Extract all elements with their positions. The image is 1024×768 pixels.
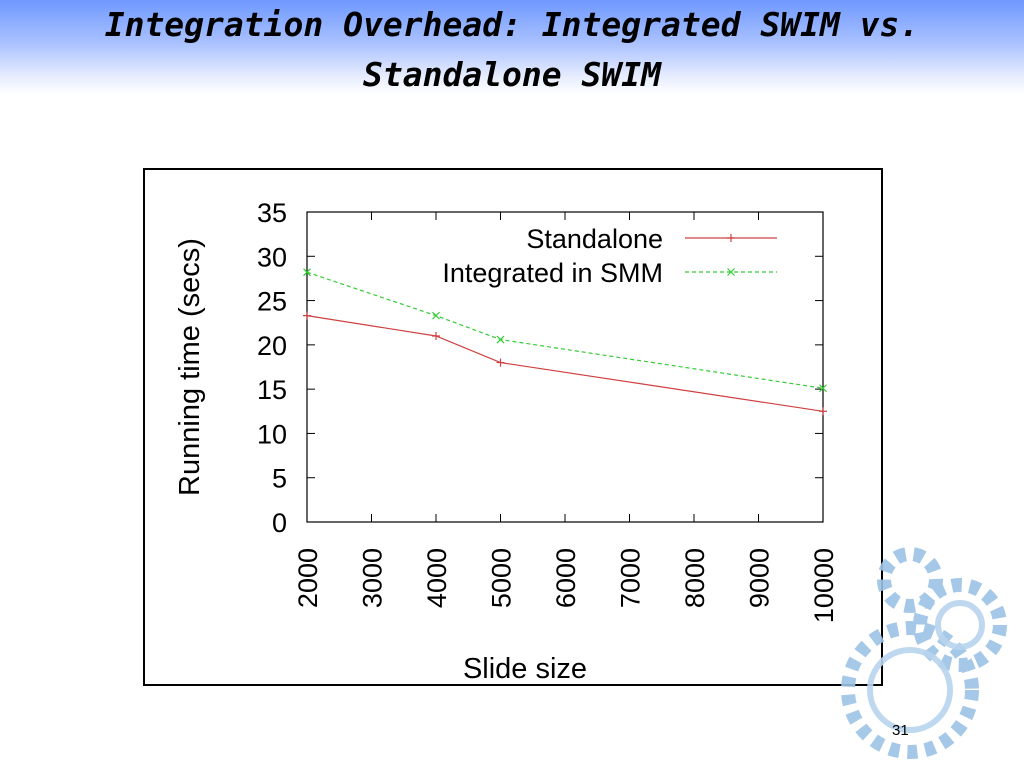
line-chart: 0 5 10 15 20 25 30 35 2000 3000 4000 5000 6000 7000 80…: [174, 198, 839, 684]
legend-label: Integrated in SMM: [442, 258, 663, 288]
gear-logo-icon: [841, 547, 1007, 759]
series-line-integrated: [306, 271, 824, 389]
x-tick-label: 8000: [680, 548, 710, 608]
page-number: 31: [892, 722, 909, 739]
x-axis-label: Slide size: [463, 653, 587, 684]
x-tick-label: 6000: [551, 548, 581, 608]
data-point-integrated: [432, 311, 440, 320]
x-tick-label: 9000: [745, 548, 775, 608]
y-tick-label: 35: [257, 198, 287, 228]
chart-frame: 0 5 10 15 20 25 30 35 2000 3000 4000 5000 6000 7000 80…: [143, 168, 883, 686]
data-point-standalone: [496, 358, 505, 367]
data-point-integrated: [303, 268, 311, 277]
x-tick-label: 7000: [616, 548, 646, 608]
data-point-standalone: [432, 332, 440, 340]
x-tick-label: 3000: [358, 548, 388, 608]
x-tick-label: 10000: [809, 548, 839, 623]
y-tick-label: 0: [272, 508, 287, 538]
slide-title: Integration Overhead: Integrated SWIM vs…: [0, 0, 1024, 100]
data-point-integrated: [496, 335, 505, 344]
y-tick-label: 10: [257, 419, 287, 449]
data-point-standalone: [303, 311, 311, 320]
y-tick-label: 20: [257, 331, 287, 361]
data-point-standalone: [819, 407, 827, 416]
legend-marker-integrated: [727, 268, 735, 276]
x-tick-label: 2000: [293, 548, 323, 608]
legend-label: Standalone: [526, 224, 663, 254]
y-tick-label: 15: [257, 375, 287, 405]
legend-marker-standalone: [727, 234, 735, 242]
x-tick-label: 4000: [422, 548, 452, 608]
y-tick-label: 30: [257, 242, 287, 272]
title-banner: [0, 0, 1024, 95]
y-tick-label: 25: [257, 287, 287, 317]
slide-title-line-2: Standalone SWIM: [362, 55, 661, 94]
series-line-standalone: [306, 315, 824, 412]
y-tick-label: 5: [272, 464, 287, 494]
slide-title-line-1: Integration Overhead: Integrated SWIM vs…: [104, 5, 920, 44]
x-tick-label: 5000: [487, 548, 517, 608]
y-axis-label: Running time (secs): [174, 238, 206, 496]
data-point-integrated: [819, 384, 827, 393]
